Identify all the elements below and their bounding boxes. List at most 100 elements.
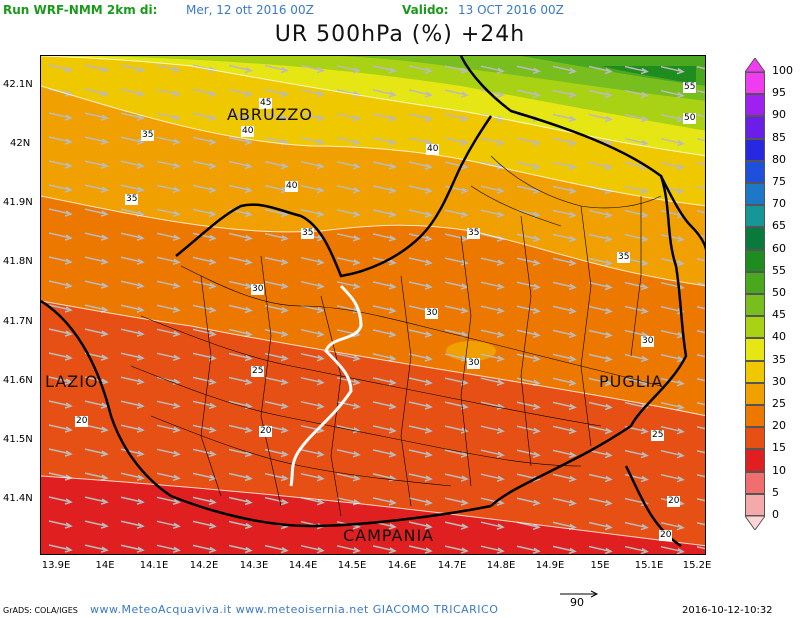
legend-label: 55 <box>772 263 786 277</box>
wind-arrow <box>84 448 109 457</box>
wind-arrow <box>444 497 469 506</box>
wind-arrow <box>516 305 541 314</box>
wind-arrow <box>264 328 289 338</box>
wind-arrow <box>156 256 181 266</box>
wind-arrow <box>264 112 289 122</box>
lon-label-15-1: 15.1E <box>634 560 664 571</box>
wind-arrow <box>336 137 361 146</box>
wind-arrow <box>84 520 109 529</box>
contour-label: 40 <box>241 126 255 137</box>
legend-label: 80 <box>772 152 786 166</box>
wind-arrow <box>300 184 325 194</box>
wind-arrow <box>48 280 73 289</box>
lon-label-14-7: 14.7E <box>437 560 467 571</box>
wind-arrow <box>264 232 289 242</box>
wind-arrow <box>264 496 289 506</box>
contour-label: 20 <box>667 496 681 507</box>
wind-arrow <box>444 161 469 170</box>
wind-arrow <box>228 472 253 482</box>
wind-arrow <box>48 160 73 169</box>
wind-arrow <box>120 496 145 505</box>
wind-arrow <box>120 232 145 241</box>
wind-arrow <box>228 328 253 338</box>
wind-arrow <box>588 113 613 123</box>
legend-label: 60 <box>772 241 786 255</box>
wind-arrow <box>660 137 685 147</box>
legend-top-arrow-icon <box>745 58 765 72</box>
wind-arrow <box>48 424 73 433</box>
contour-label: 45 <box>259 98 273 109</box>
legend-swatch <box>745 316 765 339</box>
legend-label: 100 <box>772 64 793 77</box>
wind-arrow <box>228 184 253 194</box>
lat-label-41-6: 41.6N <box>3 375 33 386</box>
wind-arrow <box>480 137 505 146</box>
wind-arrow <box>516 233 541 242</box>
wind-arrow <box>48 496 73 505</box>
lat-label-41-9: 41.9N <box>3 197 33 208</box>
wind-arrow <box>120 472 145 481</box>
contour-label: 20 <box>75 416 89 427</box>
wind-arrow <box>228 256 253 266</box>
wind-arrow <box>300 208 325 218</box>
wind-arrow <box>624 209 649 219</box>
wind-arrow <box>552 233 577 243</box>
wind-arrow <box>660 377 685 387</box>
wind-arrow <box>552 185 577 195</box>
wind-arrow <box>444 233 469 242</box>
wind-arrow <box>228 136 253 146</box>
wind-arrow <box>336 449 361 458</box>
wind-arrow <box>696 354 705 358</box>
wind-arrow <box>156 472 181 482</box>
wind-arrow <box>192 232 217 242</box>
legend-swatch <box>745 116 765 139</box>
wind-arrow <box>480 377 505 386</box>
wind-arrow <box>192 208 217 218</box>
wind-arrow <box>372 473 397 482</box>
wind-arrow <box>696 306 705 310</box>
wind-arrow <box>696 114 705 118</box>
contour-label: 40 <box>426 144 440 155</box>
wind-arrow <box>444 209 469 218</box>
wind-arrow <box>300 160 325 170</box>
wind-arrow <box>588 449 613 459</box>
wind-arrow <box>624 473 649 483</box>
wind-arrow <box>588 305 613 315</box>
wind-arrow <box>624 89 649 99</box>
wind-arrow <box>156 64 181 74</box>
wind-arrow <box>480 425 505 434</box>
wind-arrow <box>624 305 649 315</box>
wind-arrow <box>84 376 109 385</box>
legend-swatch <box>745 360 765 383</box>
wind-arrow <box>192 304 217 314</box>
wind-arrow <box>444 305 469 314</box>
wind-arrow <box>264 400 289 410</box>
wind-arrow <box>300 544 325 554</box>
wind-arrow <box>336 113 361 122</box>
lon-label-14-4: 14.4E <box>288 560 318 571</box>
legend-bottom-arrow-icon <box>745 516 765 530</box>
wind-arrow <box>264 64 289 74</box>
wind-arrow <box>156 520 181 530</box>
wind-arrow <box>84 64 109 73</box>
wind-arrow <box>444 89 469 98</box>
wind-arrow <box>660 233 685 243</box>
wind-arrow <box>156 448 181 458</box>
wind-arrow <box>516 401 541 410</box>
wind-arrow <box>84 496 109 505</box>
contour-label: 20 <box>659 530 673 541</box>
wind-arrow <box>372 353 397 362</box>
wind-arrow <box>408 209 433 218</box>
wind-arrow <box>156 184 181 194</box>
wind-arrow <box>408 281 433 290</box>
wind-arrow <box>300 280 325 290</box>
wind-arrow <box>516 545 541 554</box>
legend-label: 75 <box>772 175 786 188</box>
wind-arrow <box>408 113 433 122</box>
wind-arrow <box>120 400 145 409</box>
wind-arrow <box>696 498 705 502</box>
wind-arrow <box>480 545 505 554</box>
legend-label: 85 <box>772 130 786 144</box>
wind-arrow <box>444 281 469 290</box>
lon-label-14-5: 14.5E <box>337 560 367 571</box>
